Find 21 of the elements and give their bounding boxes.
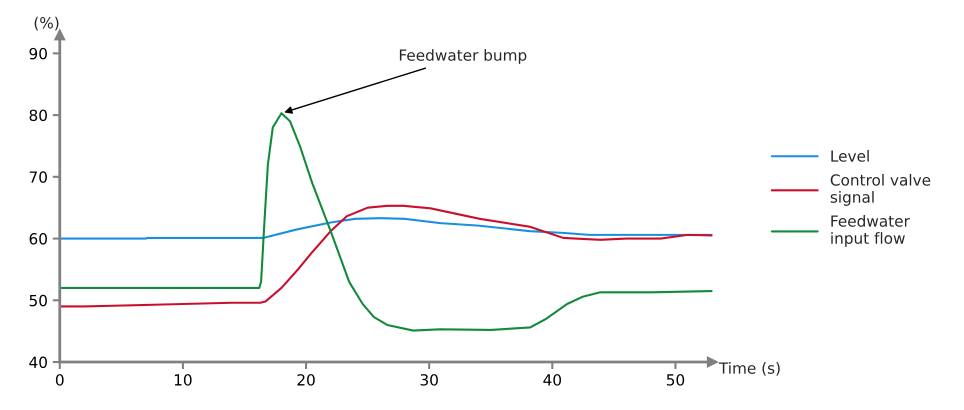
x-tick-label: 30	[420, 374, 438, 386]
x-tick-label: 0	[56, 374, 64, 386]
y-axis-title: (%)	[34, 16, 58, 30]
x-axis-title: Time (s)	[718, 362, 780, 376]
line-series	[60, 204, 712, 308]
y-tick-label: 40	[29, 356, 47, 368]
x-tick-label: 40	[543, 374, 562, 386]
legend-label: Feedwater input flow	[831, 215, 910, 247]
y-tick-label: 60	[30, 233, 47, 245]
y-tick-label: 50	[30, 294, 47, 306]
y-tick-label: 70	[30, 171, 47, 183]
x-tick-label: 10	[174, 374, 192, 386]
y-tick-label: 80	[30, 110, 47, 122]
x-tick-label: 20	[297, 374, 315, 386]
x-tick-label: 50	[666, 374, 684, 386]
line-series	[60, 112, 712, 332]
legend-label: Level	[831, 150, 869, 162]
line-series	[60, 217, 712, 240]
annotation: Feedwater bump	[400, 49, 526, 64]
legend-label: Control valve signal	[830, 174, 930, 206]
y-tick-label: 90	[29, 48, 47, 60]
